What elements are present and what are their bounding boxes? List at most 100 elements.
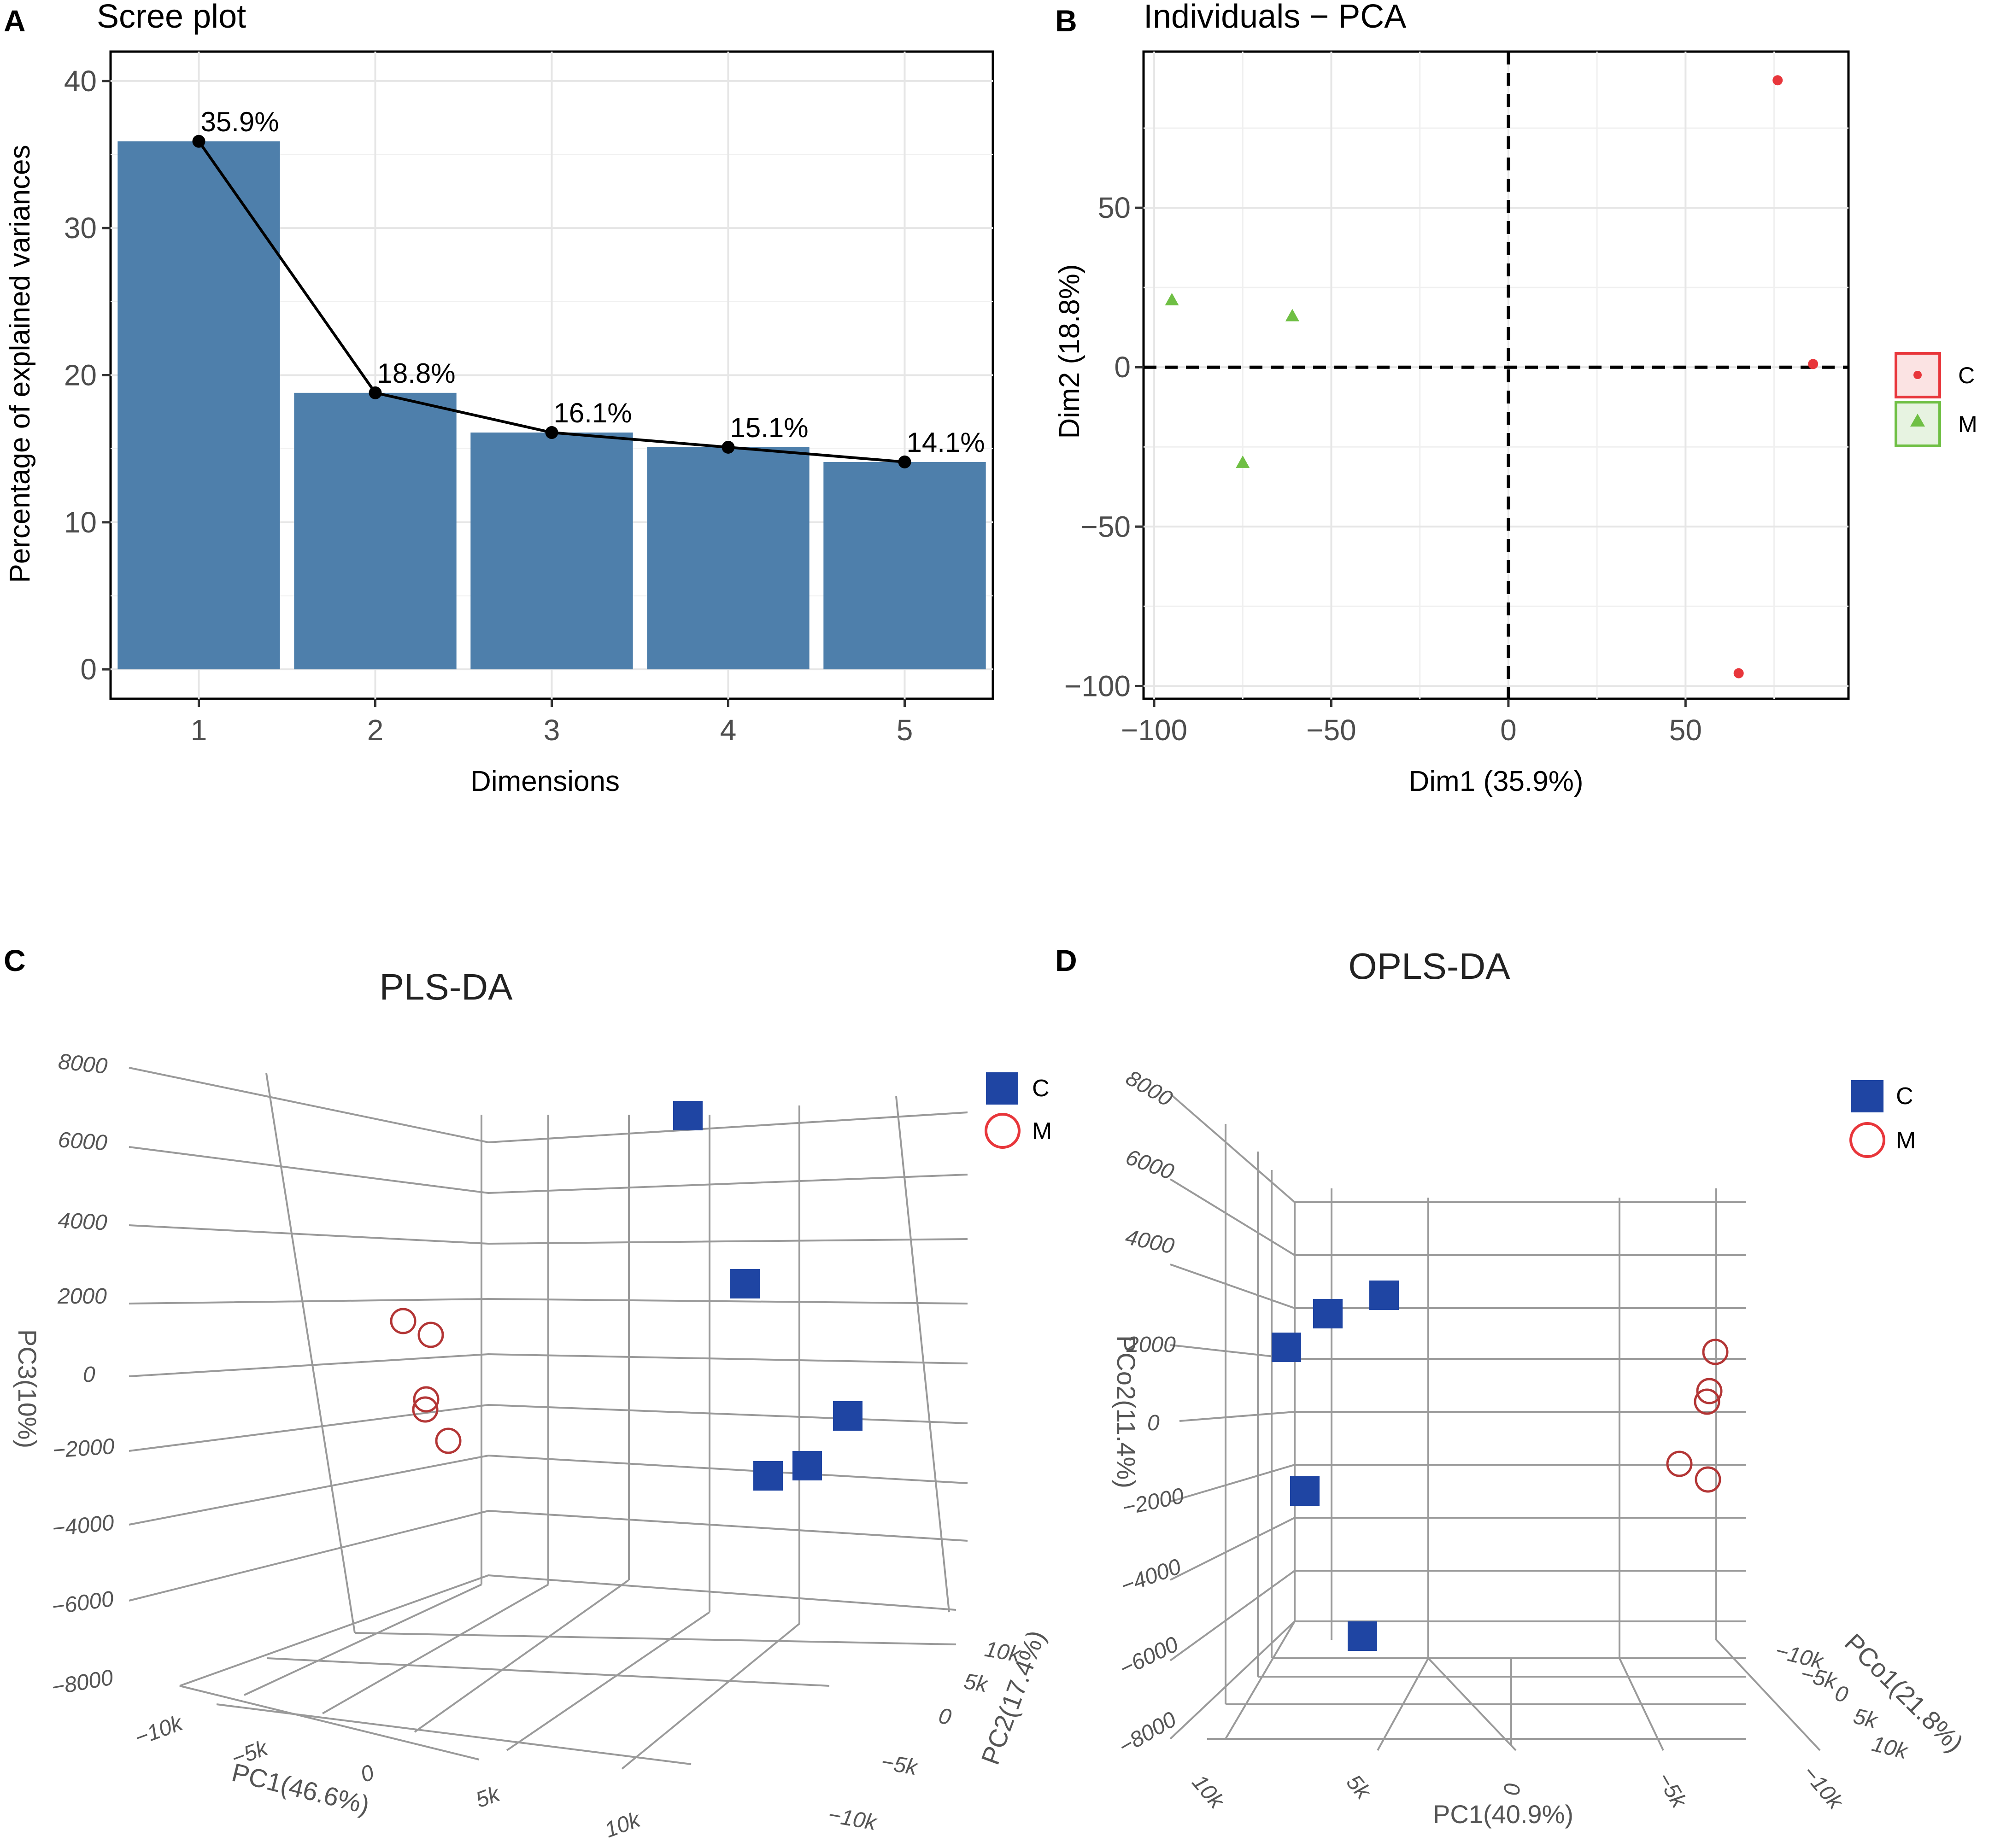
oplsda-grid-line <box>1170 1344 1746 1360</box>
oplsda-point-c <box>1313 1299 1343 1328</box>
oplsda-grid-line <box>1619 1658 1664 1751</box>
scree-data-label: 35.9% <box>201 106 279 137</box>
oplsda-grid-line <box>1170 1464 1746 1503</box>
plsda-legend-label-m: M <box>1032 1118 1052 1145</box>
scree-bar <box>647 447 810 670</box>
scree-x-tick-label: 4 <box>720 713 737 747</box>
plsda-z-tick: −2000 <box>52 1434 115 1463</box>
scree-y-axis: 0 10 20 30 40 <box>64 64 111 686</box>
pca-title: Individuals − PCA <box>1144 0 1406 35</box>
oplsda-title: OPLS-DA <box>1348 946 1510 987</box>
plsda-grid-line <box>895 1096 950 1613</box>
panel-a: A Scree plot 35.9% 18.8% 16.1% 15.1% 14.1% 0… <box>4 0 994 797</box>
oplsda-grid-line <box>1169 1093 1746 1203</box>
pca-plot-area <box>1142 50 1850 700</box>
pca-point-c <box>1733 668 1744 678</box>
plsda-z-tick: 4000 <box>57 1208 108 1235</box>
oplsda-point-m <box>1695 1466 1721 1493</box>
plsda-point-c <box>833 1401 862 1431</box>
pca-x-tick-label: 0 <box>1500 713 1517 747</box>
plsda-grid-line <box>267 1657 830 1687</box>
oplsda-point-m <box>1694 1388 1720 1415</box>
plsda-grid-line <box>354 1632 956 1645</box>
oplsda-grid-line <box>1169 1570 1746 1661</box>
scree-y-tick-label: 30 <box>64 211 97 245</box>
plsda-grid-line <box>414 1579 630 1733</box>
pca-legend-item-m: M <box>1895 401 1977 447</box>
plsda-legend: C M <box>985 1072 1052 1149</box>
scree-bar <box>117 141 280 670</box>
oplsda-y-tick: −5k <box>1798 1661 1840 1694</box>
plsda-z-tick: 0 <box>83 1363 95 1387</box>
oplsda-z-tick: 2000 <box>1126 1333 1176 1357</box>
scree-line: 35.9% 18.8% 16.1% 15.1% 14.1% <box>192 106 985 468</box>
plsda-grid-line <box>129 1404 968 1452</box>
pca-y-axis: −100 −50 0 50 <box>1064 191 1144 702</box>
scree-x-tick-label: 2 <box>367 713 384 747</box>
scree-data-label: 14.1% <box>907 427 985 458</box>
scree-bar <box>294 392 457 670</box>
pca-x-tick-label: −100 <box>1121 713 1187 747</box>
pca-grid <box>1144 52 1848 699</box>
scree-point <box>545 426 558 439</box>
pca-x-axis: −100 −50 0 50 <box>1121 699 1702 747</box>
oplsda-z-tick: 4000 <box>1123 1225 1177 1259</box>
oplsda-z-tick: −6000 <box>1116 1632 1183 1681</box>
scree-y-tick-label: 10 <box>64 506 97 539</box>
scree-title: Scree plot <box>97 0 246 35</box>
pca-legend-circle-icon <box>1913 371 1922 379</box>
plsda-legend-label-c: C <box>1032 1075 1050 1102</box>
oplsda-legend-label-c: C <box>1896 1083 1913 1110</box>
oplsda-z-tick: 8000 <box>1122 1066 1177 1111</box>
oplsda-grid-line <box>1377 1658 1429 1751</box>
oplsda-legend-label-m: M <box>1896 1127 1916 1154</box>
oplsda-point-c <box>1290 1476 1320 1506</box>
pca-point-m <box>1236 455 1250 468</box>
plsda-grid-line <box>216 1703 692 1765</box>
panel-label-b: B <box>1055 4 1077 38</box>
plsda-grid-line <box>244 1584 482 1696</box>
plsda-legend-square-icon <box>986 1072 1018 1105</box>
scree-x-tick-label: 1 <box>191 713 207 747</box>
plsda-z-tick: −8000 <box>50 1665 115 1700</box>
oplsda-point-m <box>1696 1378 1723 1404</box>
oplsda-y-tick: 10k <box>1869 1731 1911 1764</box>
pca-y-tick-label: 50 <box>1098 191 1131 224</box>
plsda-x-tick: 0 <box>358 1760 377 1787</box>
oplsda-point-c <box>1272 1333 1301 1362</box>
oplsda-z-tick: −4000 <box>1118 1554 1185 1598</box>
plsda-z-label: PC3(10%) <box>13 1329 42 1448</box>
plsda-z-tick: −4000 <box>51 1510 116 1541</box>
panel-c: C PLS-DA <box>4 943 1052 1842</box>
oplsda-z-tick: −2000 <box>1120 1484 1186 1521</box>
oplsda-grid-line <box>1169 1620 1746 1740</box>
scree-bar <box>823 462 986 670</box>
pca-legend-item-c: C <box>1895 352 1975 398</box>
pca-y-tick-label: −50 <box>1080 510 1131 543</box>
plsda-title: PLS-DA <box>380 966 513 1007</box>
plsda-x-tick: 5k <box>473 1781 505 1813</box>
oplsda-z-tick: −8000 <box>1115 1707 1181 1759</box>
scree-bars <box>117 141 986 670</box>
oplsda-z-tick: 6000 <box>1122 1145 1177 1185</box>
plsda-x-tick: −10k <box>132 1710 187 1750</box>
pca-reference-lines <box>1144 52 1848 699</box>
scree-data-label: 18.8% <box>377 358 456 389</box>
oplsda-x-tick: −10k <box>1798 1761 1848 1815</box>
pca-point-m <box>1165 292 1179 305</box>
plsda-y-tick: −5k <box>879 1750 921 1780</box>
oplsda-z-label: PCo2(11.4%) <box>1112 1335 1141 1488</box>
scree-x-axis: 1 2 3 4 5 <box>191 699 913 747</box>
plsda-grid-line <box>129 1298 968 1304</box>
pca-legend-triangle-icon <box>1910 414 1925 427</box>
oplsda-grid-line <box>1179 1411 1746 1422</box>
oplsda-point-c <box>1369 1281 1399 1310</box>
scree-data-label: 15.1% <box>730 412 809 443</box>
pca-y-tick-label: −100 <box>1064 669 1131 702</box>
plsda-grid-line <box>129 1509 968 1602</box>
plsda-point-m <box>412 1396 439 1423</box>
oplsda-x-tick: 10k <box>1187 1770 1230 1814</box>
scree-x-tick-label: 5 <box>897 713 913 747</box>
pca-point-c <box>1808 359 1819 369</box>
